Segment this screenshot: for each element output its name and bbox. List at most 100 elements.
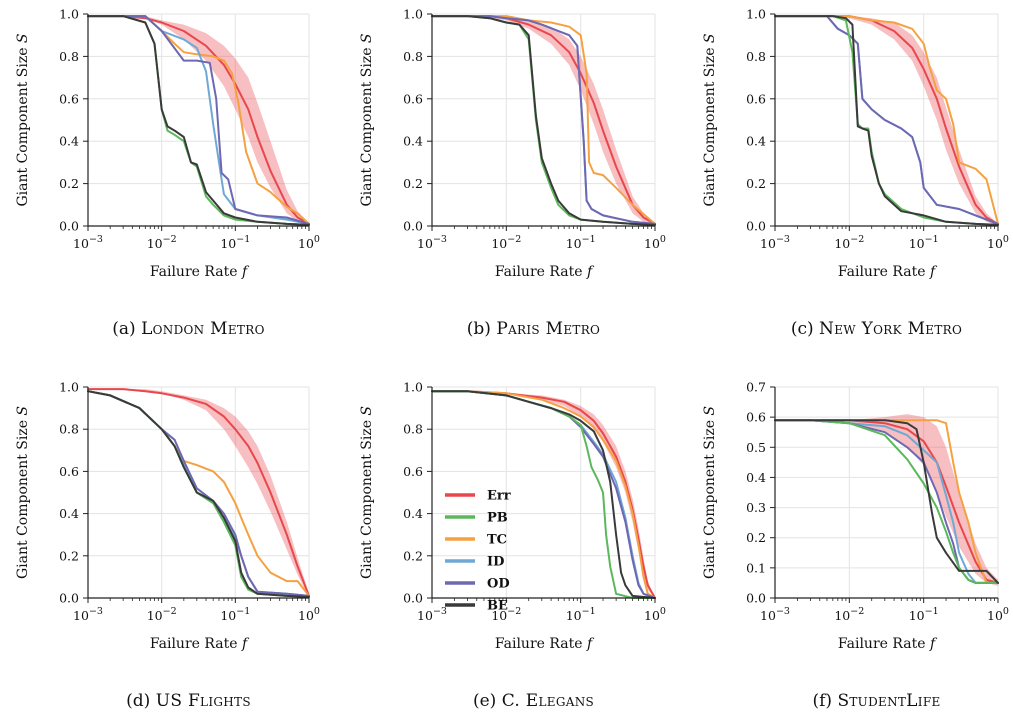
y-tick-label: 0.6 [59,91,79,106]
y-tick-label: 0.5 [746,440,766,455]
y-tick-label: 0.6 [403,464,423,479]
y-tick-label: 1.0 [746,7,766,22]
y-tick-label: 1.0 [59,7,79,22]
series-line-be [87,15,310,226]
y-tick-label: 0.6 [746,410,766,425]
x-tick-label: 10−1 [220,606,250,623]
y-tick-label: 0.4 [59,506,79,521]
band-err [88,389,309,598]
band-err [775,414,998,586]
x-tick-label: 10−3 [760,234,790,251]
y-tick-label: 0.0 [59,591,79,606]
y-tick-label: 0.6 [403,91,423,106]
y-tick-label: 0.2 [59,176,79,191]
y-tick-label: 0.4 [403,506,423,521]
y-tick-label: 0.2 [746,530,766,545]
y-tick-label: 0.6 [59,464,79,479]
x-axis-label: Failure Rate f [495,636,595,652]
panel-caption: (a) London Metro [112,319,264,339]
chart-panel-0: 10−3 10−2 10−1 100 0.0 0.2 0.4 0.6 0.8 1.0 Failure… [15,7,320,340]
y-tick-label: 0.2 [59,548,79,563]
panel-caption: (b) Paris Metro [467,319,600,339]
series-line-be [87,390,310,598]
series-line-tc [431,390,656,599]
series-line-id [774,419,999,584]
x-tick-label: 10−2 [147,606,177,623]
legend-label-err: Err [487,489,511,504]
y-axis-label: Giant Component Size S [702,33,718,206]
series-line-be [431,390,656,599]
series-line-be [774,419,999,584]
y-tick-label: 0.8 [59,49,79,64]
x-tick-label: 10−3 [73,606,103,623]
band-err [88,16,309,226]
chart-panel-1: 10−3 10−2 10−1 100 0.0 0.2 0.4 0.6 0.8 1.0 Failure… [359,7,666,340]
y-axis-label: Giant Component Size S [15,406,31,579]
chart-panel-2: 10−3 10−2 10−1 100 0.0 0.2 0.4 0.6 0.8 1.0 Failure… [702,7,1009,340]
chart-panel-4: 10−3 10−2 10−1 100 0.0 0.2 0.4 0.6 0.8 1.0 Failure… [359,380,666,712]
panel-caption: (f) StudentLife [812,691,940,711]
series-line-be [774,15,999,226]
x-tick-label: 100 [298,606,320,623]
x-tick-label: 10−1 [566,234,596,251]
x-tick-label: 10−2 [834,606,864,623]
x-tick-label: 10−3 [73,234,103,251]
chart-panel-3: 10−3 10−2 10−1 100 0.0 0.2 0.4 0.6 0.8 1.0 Failure… [15,380,320,712]
y-tick-label: 0.8 [403,49,423,64]
y-axis-label: Giant Component Size S [359,33,375,206]
x-tick-label: 10−2 [834,234,864,251]
chart-panel-5: 10−3 10−2 10−1 100 0.0 0.1 0.2 0.3 0.4 0.5 0.6 0.7 F… [702,380,1009,712]
y-tick-label: 1.0 [59,380,79,395]
legend-label-be: BE [487,599,508,614]
x-tick-label: 10−2 [491,234,521,251]
y-tick-label: 1.0 [403,380,423,395]
y-tick-label: 0.0 [746,591,766,606]
y-tick-label: 0.2 [746,176,766,191]
y-tick-label: 0.3 [746,500,766,515]
x-axis-label: Failure Rate f [150,264,250,280]
y-tick-label: 0.1 [746,560,766,575]
panel-caption: (c) New York Metro [791,319,962,339]
x-tick-label: 10−1 [909,234,939,251]
legend-label-id: ID [487,555,504,570]
x-axis-label: Failure Rate f [495,264,595,280]
legend: Err PB TC ID OD BE [445,489,511,614]
y-tick-label: 0.2 [403,176,423,191]
panel-caption: (d) US Flights [126,691,251,711]
x-tick-label: 100 [644,234,666,251]
series-line-err [87,388,310,597]
y-tick-label: 0.6 [746,91,766,106]
x-tick-label: 100 [987,606,1009,623]
series-line-err [774,419,999,584]
x-tick-label: 10−1 [909,606,939,623]
series-line-tc [431,15,656,225]
y-axis-label: Giant Component Size S [15,33,31,206]
y-tick-label: 0.8 [746,49,766,64]
y-tick-label: 0.0 [403,219,423,234]
y-tick-label: 0.4 [746,134,766,149]
y-tick-label: 0.8 [403,422,423,437]
x-tick-label: 10−3 [417,606,447,623]
y-tick-label: 0.4 [403,134,423,149]
series-line-od [774,15,999,225]
y-tick-label: 0.0 [746,219,766,234]
series-line-od [87,15,310,225]
x-tick-label: 10−1 [220,234,250,251]
series-line-pb [774,419,999,584]
y-tick-label: 0.7 [746,380,766,395]
x-axis-label: Failure Rate f [838,636,938,652]
x-tick-label: 10−3 [417,234,447,251]
x-tick-label: 10−2 [147,234,177,251]
x-tick-label: 100 [298,234,320,251]
series-line-tc [774,15,999,225]
x-tick-label: 10−2 [491,606,521,623]
y-tick-label: 0.8 [59,422,79,437]
panel-caption: (e) C. Elegans [473,691,594,711]
series-line-tc [774,419,999,584]
y-tick-label: 0.0 [403,591,423,606]
x-tick-label: 100 [987,234,1009,251]
y-tick-label: 0.4 [746,470,766,485]
series-line-od [431,15,656,225]
y-axis-label: Giant Component Size S [702,406,718,579]
